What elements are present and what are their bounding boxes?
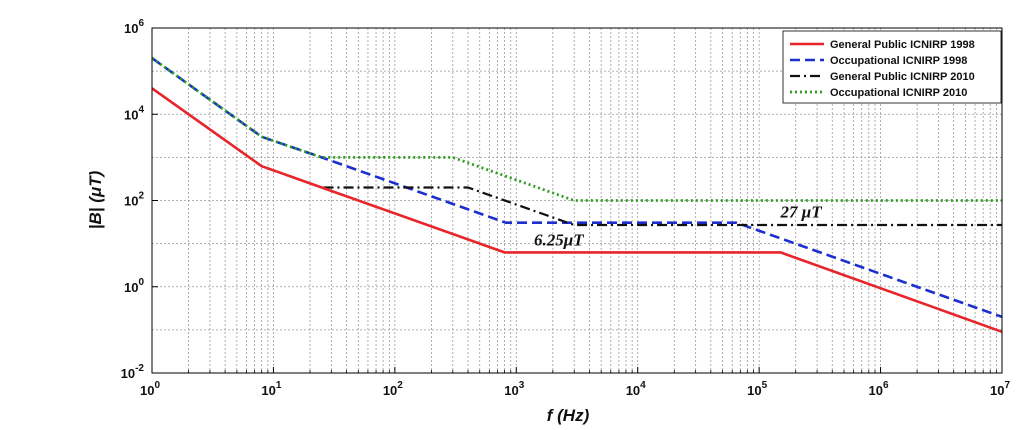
x-tick-label: 107 bbox=[990, 380, 1010, 398]
y-tick-label: 10-2 bbox=[121, 363, 145, 381]
legend: General Public ICNIRP 1998 Occupational I… bbox=[782, 30, 1002, 104]
annotations: 27 μT 6.25μT bbox=[534, 203, 822, 250]
x-tick-label: 103 bbox=[504, 380, 524, 398]
x-axis-label: f (Hz) bbox=[547, 406, 590, 425]
x-tick-label: 106 bbox=[869, 380, 889, 398]
x-tick-label: 102 bbox=[383, 380, 403, 398]
y-tick-label: 102 bbox=[124, 191, 144, 209]
legend-label-0: General Public ICNIRP 1998 bbox=[830, 39, 975, 51]
legend-label-2: General Public ICNIRP 2010 bbox=[830, 71, 975, 83]
legend-label-1: Occupational ICNIRP 1998 bbox=[830, 55, 967, 67]
y-tick-label: 100 bbox=[124, 277, 144, 295]
y-axis-ticks: 10-2 100 102 104 106 bbox=[121, 18, 158, 381]
x-tick-label: 100 bbox=[140, 380, 160, 398]
annotation-0: 27 μT bbox=[780, 203, 823, 222]
annotation-1: 6.25μT bbox=[534, 231, 584, 250]
series-layer bbox=[151, 56, 1003, 334]
series-line-0 bbox=[151, 87, 1003, 334]
legend-label-3: Occupational ICNIRP 2010 bbox=[830, 87, 967, 99]
series-line-2 bbox=[151, 87, 1002, 227]
y-tick-label: 106 bbox=[124, 18, 144, 36]
x-tick-label: 101 bbox=[261, 380, 281, 398]
x-axis-ticks: 100 101 102 103 104 105 106 107 bbox=[140, 367, 1010, 398]
y-tick-label: 104 bbox=[124, 104, 144, 122]
y-axis-label: |B| (μT) bbox=[86, 170, 105, 229]
x-tick-label: 105 bbox=[747, 380, 767, 398]
x-tick-label: 104 bbox=[626, 380, 646, 398]
series-line-1 bbox=[151, 57, 1003, 319]
